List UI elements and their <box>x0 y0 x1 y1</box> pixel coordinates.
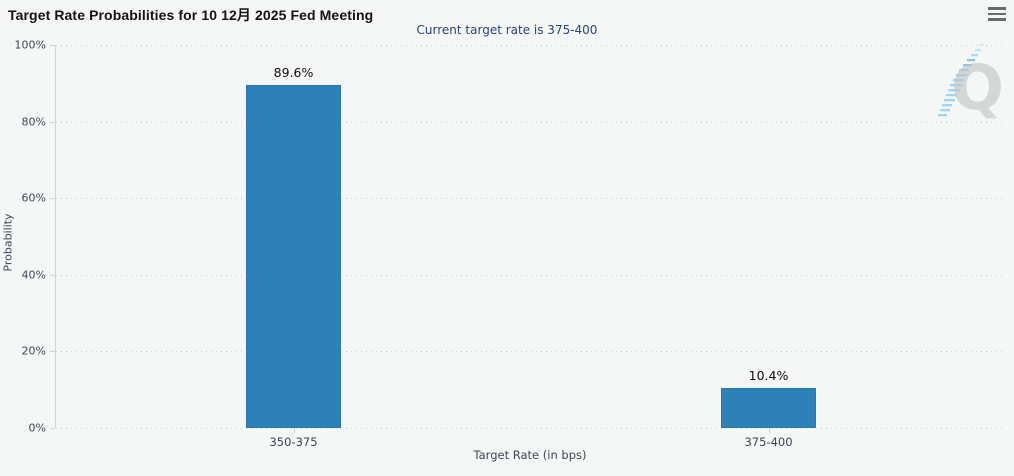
y-tick-label: 100% <box>14 38 46 52</box>
probability-bar[interactable] <box>721 388 816 428</box>
y-tick-mark <box>50 351 55 353</box>
y-tick-label: 0% <box>28 421 46 435</box>
bar-data-label: 89.6% <box>273 64 314 80</box>
gridline <box>56 45 1006 46</box>
probability-bar[interactable] <box>246 84 341 428</box>
gridline <box>56 121 1006 123</box>
y-tick-mark <box>50 45 55 46</box>
x-axis-title: Target Rate (in bps) <box>473 448 587 462</box>
gridline <box>56 428 1006 429</box>
y-tick-mark <box>50 428 55 429</box>
gridline <box>56 198 1006 200</box>
chart-subtitle: Current target rate is 375-400 <box>416 23 598 37</box>
y-axis-labels: 0% 20% 40% 60% 80% 100% <box>0 39 50 435</box>
y-tick-label: 80% <box>21 115 46 129</box>
x-tick-mark <box>768 428 770 433</box>
y-tick-mark <box>50 121 55 123</box>
gridline <box>56 351 1006 353</box>
y-tick-mark <box>50 274 55 276</box>
hamburger-menu-icon[interactable] <box>988 7 1006 21</box>
chart-title: Target Rate Probabilities for 10 12月 202… <box>8 7 374 23</box>
x-tick-mark <box>293 428 295 433</box>
gridline <box>56 274 1006 276</box>
bar-data-label: 10.4% <box>748 368 789 384</box>
y-tick-mark <box>50 198 55 200</box>
y-tick-label: 40% <box>21 268 46 282</box>
y-tick-label: 60% <box>21 191 46 205</box>
x-tick-label: 375-400 <box>744 435 793 449</box>
y-tick-label: 20% <box>21 344 46 358</box>
plot-area: 89.6% 350-375 10.4% 375-400 <box>50 45 1006 449</box>
x-tick-label: 350-375 <box>269 435 318 449</box>
